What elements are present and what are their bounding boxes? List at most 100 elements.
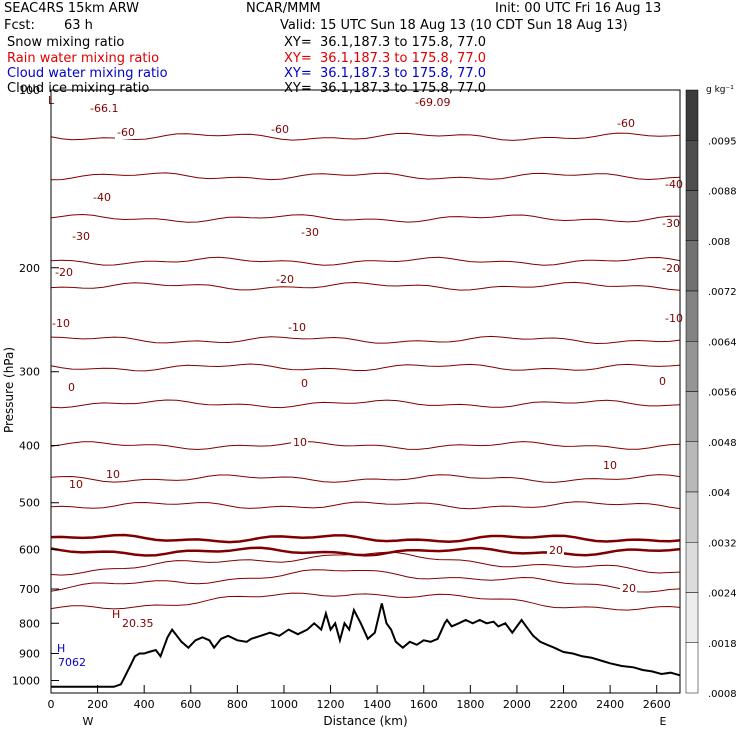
y-tick-label: 500 xyxy=(19,497,40,510)
temperature-contour-line xyxy=(50,501,681,510)
colorbar-segment xyxy=(685,542,699,593)
contour-label: -66.1 xyxy=(90,102,118,115)
contour-label: -60 xyxy=(271,123,289,136)
org-label: NCAR/MMM xyxy=(246,1,321,16)
contour-label: 10 xyxy=(293,436,307,449)
colorbar-segment xyxy=(685,491,699,543)
temperature-contour-line xyxy=(50,569,681,593)
contour-label-bg xyxy=(67,479,84,491)
y-tick-label: 400 xyxy=(19,440,40,453)
contour-label-bg xyxy=(620,583,637,595)
contour-label-bg xyxy=(615,118,639,130)
colorbar: .0095 .0088 .008 .0072 .0064 .0056 .0048 .004 .0… xyxy=(685,85,737,700)
colorbar-segment xyxy=(685,290,699,342)
forecast-hour: 63 h xyxy=(64,18,93,33)
colorbar-label: .0008 xyxy=(708,689,737,700)
model-title: SEAC4RS 15km ARW xyxy=(4,1,140,16)
contour-label: -30 xyxy=(662,217,680,230)
contour-label: -40 xyxy=(665,178,683,191)
temperature-contour-line xyxy=(50,281,681,291)
x-tick-label: 1000 xyxy=(270,698,298,711)
contour-label-bg xyxy=(53,267,77,279)
x-tick-label: 800 xyxy=(227,698,248,711)
contour-label-bg xyxy=(70,231,94,243)
colorbar-label: .0072 xyxy=(708,287,737,298)
terrain-line xyxy=(51,603,681,688)
colorbar-segment xyxy=(685,140,699,191)
contour-label-bg xyxy=(601,460,618,472)
temperature-contour-line xyxy=(50,551,681,576)
contour-label: -10 xyxy=(288,321,306,334)
temperature-contour-line xyxy=(50,213,680,223)
x-tick-label: 0 xyxy=(48,698,55,711)
extremum-marker: H xyxy=(112,608,120,621)
x-tick-label: 2000 xyxy=(503,698,531,711)
contour-label: 10 xyxy=(106,468,120,481)
contour-label-bg xyxy=(115,127,139,139)
contour-label-bg xyxy=(91,192,115,204)
colorbar-segment xyxy=(685,441,699,493)
valid-time: Valid: 15 UTC Sun 18 Aug 13 (10 CDT Sun … xyxy=(280,18,628,33)
contour-label: 10 xyxy=(69,478,83,491)
field-name-rain: Rain water mixing ratio xyxy=(7,51,160,66)
colorbar-label: .0056 xyxy=(708,388,737,399)
x-axis-label: Distance (km) xyxy=(323,714,407,728)
forecast-label: Fcst: xyxy=(4,18,35,33)
colorbar-segment xyxy=(685,391,699,442)
colorbar-unit: g kg⁻¹ xyxy=(706,85,734,95)
colorbar-label: .0048 xyxy=(708,438,737,449)
y-tick-label: 1000 xyxy=(12,674,40,687)
contour-label: -60 xyxy=(117,126,135,139)
y-tick-label: 900 xyxy=(19,647,40,660)
field-name-cloud-ice: Cloud ice mixing ratio xyxy=(7,81,150,96)
x-tick-label: 2600 xyxy=(643,698,671,711)
contour-label-bg xyxy=(660,218,684,230)
contour-label: -10 xyxy=(665,312,683,325)
x-tick-label: 2200 xyxy=(550,698,578,711)
temperature-contour-line xyxy=(50,335,681,345)
temperature-contour-line xyxy=(50,363,681,372)
colorbar-segment xyxy=(685,341,699,392)
y-axis-label: Pressure (hPa) xyxy=(2,347,16,433)
colorbar-label: .004 xyxy=(708,488,730,499)
contour-label: -20 xyxy=(662,262,680,275)
temperature-contour-line xyxy=(50,399,681,409)
field-xy-cloud-water: XY= 36.1,187.3 to 175.8, 77.0 xyxy=(284,66,487,81)
init-time: Init: 00 UTC Fri 16 Aug 13 xyxy=(495,1,662,16)
temperature-contour-line xyxy=(50,474,681,483)
x-tick-label: 1600 xyxy=(410,698,438,711)
x-end-label-west: W xyxy=(83,715,94,728)
colorbar-label: .0032 xyxy=(708,538,737,549)
contour-label: -40 xyxy=(93,191,111,204)
contour-label: 0 xyxy=(659,375,666,388)
plot-frame xyxy=(50,89,681,694)
temperature-contour-line xyxy=(50,592,681,611)
contour-label: -30 xyxy=(72,230,90,243)
colorbar-label: .0064 xyxy=(708,337,737,348)
field-xy-cloud-ice: XY= 36.1,187.3 to 175.8, 77.0 xyxy=(284,81,487,96)
contour-label-bg xyxy=(299,378,310,390)
extremum-value: 7062 xyxy=(58,656,86,669)
contour-label: -20 xyxy=(55,266,73,279)
contour-label: 20.35 xyxy=(122,617,154,630)
contour-label: 20 xyxy=(549,544,563,557)
colorbar-segment xyxy=(685,190,699,241)
field-name-cloud-water: Cloud water mixing ratio xyxy=(7,66,168,81)
contour-label-bg xyxy=(547,545,564,557)
temperature-contour-line xyxy=(50,256,681,266)
contour-label: -20 xyxy=(276,273,294,286)
contour-label-bg xyxy=(269,124,293,136)
colorbar-segment xyxy=(685,592,699,643)
contour-label-bg xyxy=(413,97,456,109)
colorbar-label: .0024 xyxy=(708,589,737,600)
x-tick-label: 1400 xyxy=(363,698,391,711)
contour-label: 20 xyxy=(622,582,636,595)
contour-label-bg xyxy=(299,227,323,239)
contour-label-bg xyxy=(291,437,308,449)
contour-label: 0 xyxy=(301,377,308,390)
contour-label-bg xyxy=(274,274,298,286)
temperature-contour-line xyxy=(50,546,681,557)
y-tick-label: 700 xyxy=(19,583,40,596)
contour-label: -10 xyxy=(52,317,70,330)
